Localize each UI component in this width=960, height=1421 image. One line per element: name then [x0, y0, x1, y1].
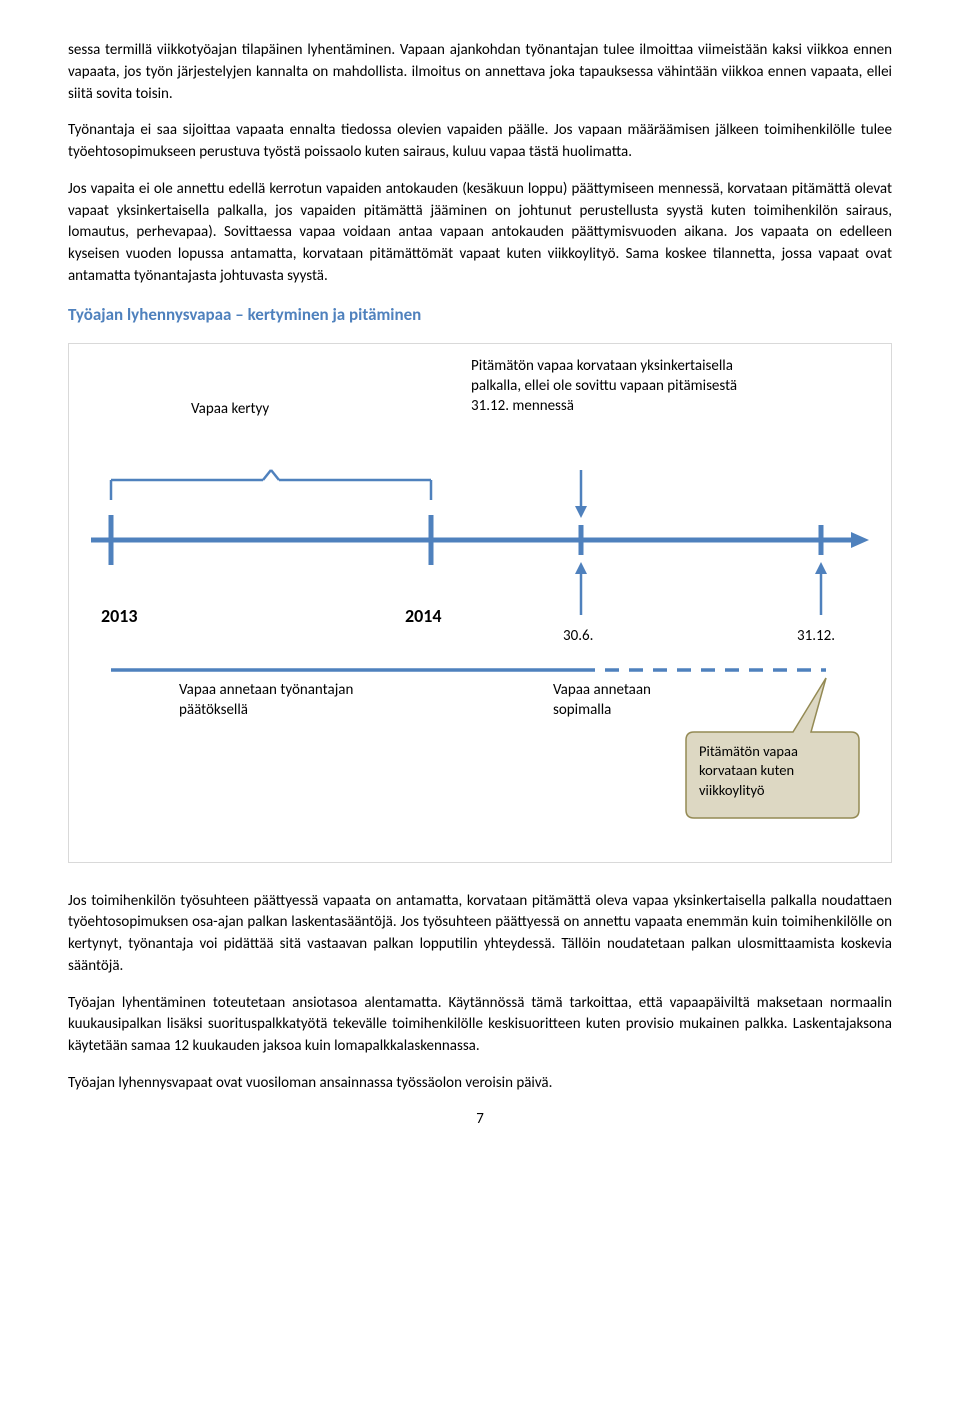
page-number: 7 [68, 1110, 892, 1128]
label-year-2013: 2013 [101, 604, 138, 628]
paragraph-6: Työajan lyhennysvapaat ovat vuosiloman a… [68, 1073, 892, 1095]
label-vapaa-annetaan-2: Vapaa annetaan sopimalla [553, 680, 693, 721]
label-year-2014: 2014 [405, 604, 442, 628]
label-vapaa-kertyy: Vapaa kertyy [191, 399, 269, 419]
label-pitamaton-top: Pitämätön vapaa korvataan yksinkertaisel… [471, 356, 751, 417]
paragraph-5: Työajan lyhentäminen toteutetaan ansiota… [68, 993, 892, 1058]
label-date-306: 30.6. [563, 626, 593, 646]
callout-text: Pitämätön vapaa korvataan kuten viikkoyl… [699, 742, 849, 801]
paragraph-4: Jos toimihenkilön työsuhteen päättyessä … [68, 891, 892, 978]
paragraph-3: Jos vapaita ei ole annettu edellä kerrot… [68, 179, 892, 288]
section-heading: Työajan lyhennysvapaa – kertyminen ja pi… [68, 304, 892, 325]
paragraph-1: sessa termillä viikkotyöajan tilapäinen … [68, 40, 892, 105]
timeline-diagram: Vapaa kertyy Pitämätön vapaa korvataan y… [68, 343, 892, 863]
label-date-3112: 31.12. [797, 626, 835, 646]
paragraph-2: Työnantaja ei saa sijoittaa vapaata enna… [68, 120, 892, 164]
label-vapaa-annetaan-1: Vapaa annetaan työnantajan päätöksellä [179, 680, 379, 721]
